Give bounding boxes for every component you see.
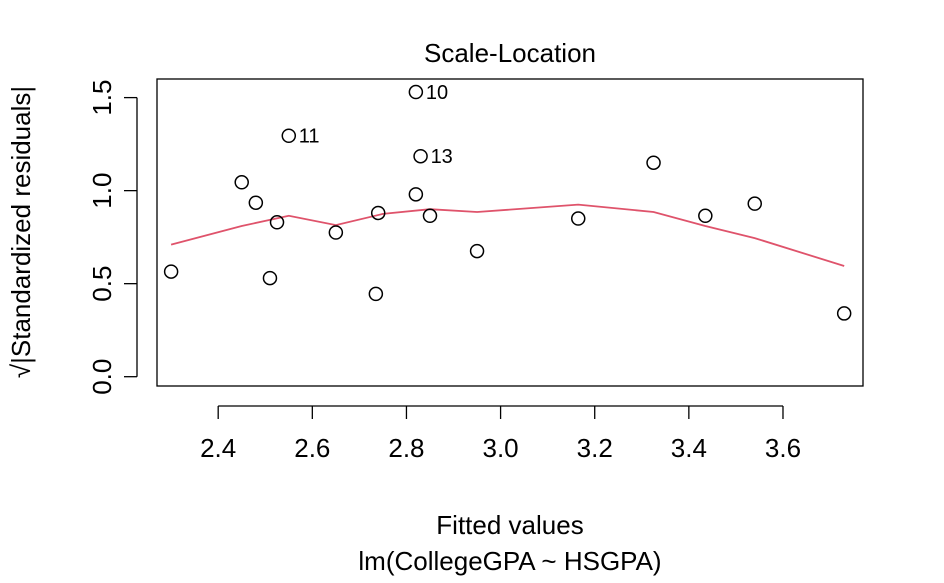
- residual-point: [570, 211, 586, 226]
- residual-point: [469, 243, 485, 259]
- smoother-line: [170, 203, 845, 267]
- x-tick-label: 2.6: [294, 433, 330, 463]
- x-tick-label: 3.4: [671, 433, 707, 463]
- x-tick-label: 2.4: [200, 433, 236, 463]
- y-axis: 0.0 0.5 1.0 1.5: [87, 80, 138, 395]
- residual-point: [836, 306, 852, 321]
- residual-point: [269, 215, 285, 230]
- y-tick-label: 0.0: [87, 359, 117, 395]
- smoother-line-group: [170, 203, 845, 267]
- residual-point: [413, 148, 428, 164]
- residual-point: [747, 196, 762, 211]
- x-tick-label: 3.2: [577, 433, 613, 463]
- residual-point: [370, 205, 386, 221]
- y-tick-label: 1.0: [87, 173, 117, 209]
- residual-point: [234, 175, 249, 190]
- residual-points: 11 10 13: [163, 82, 852, 321]
- x-axis: 2.4 2.6 2.8 3.0 3.2 3.4 3.6: [200, 405, 801, 463]
- residual-point: [408, 84, 424, 100]
- point-label: 11: [299, 126, 320, 148]
- plot-frame: [156, 78, 864, 387]
- residual-point: [368, 286, 384, 302]
- x-tick-label: 3.0: [483, 433, 519, 463]
- residual-point: [248, 195, 264, 210]
- residual-point: [281, 128, 297, 143]
- residual-point: [163, 264, 179, 279]
- residual-point: [328, 225, 344, 240]
- point-label: 10: [426, 82, 448, 104]
- x-tick-label: 3.6: [765, 433, 801, 463]
- chart-subtitle: lm(CollegeGPA ~ HSGPA): [358, 546, 661, 576]
- y-tick-label: 1.5: [87, 80, 117, 116]
- x-axis-label: Fitted values: [436, 510, 583, 540]
- point-label: 13: [431, 146, 453, 168]
- y-tick-label: 0.5: [87, 266, 117, 302]
- y-axis-label: √|Standardized residuals|: [6, 86, 36, 378]
- chart-title: Scale-Location: [424, 38, 596, 68]
- residual-point: [698, 208, 713, 224]
- x-tick-label: 2.8: [388, 433, 424, 463]
- residual-point: [262, 270, 278, 286]
- residual-point: [408, 187, 424, 202]
- residual-point: [646, 155, 661, 170]
- residual-point: [422, 208, 438, 224]
